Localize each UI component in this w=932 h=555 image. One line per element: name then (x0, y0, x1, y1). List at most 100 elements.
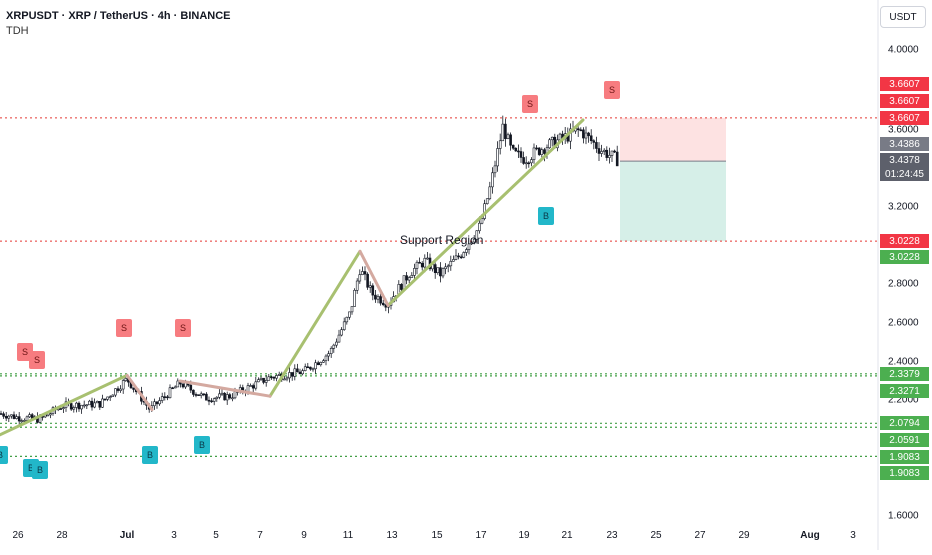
candle (329, 346, 333, 358)
candle-body (72, 407, 76, 410)
sell-signal-marker[interactable]: S (116, 319, 132, 337)
candle-countdown-timer: 01:24:45 (880, 167, 929, 181)
candle (449, 255, 453, 271)
currency-unit-button[interactable]: USDT (880, 6, 926, 28)
candle (283, 375, 286, 381)
sell-signal-marker[interactable]: S (604, 81, 620, 99)
candle-body (485, 198, 489, 205)
candle (504, 118, 507, 147)
sell-signal-marker[interactable]: S (175, 319, 191, 337)
candle-body (613, 150, 616, 153)
candle-body (28, 414, 31, 418)
candle (345, 316, 349, 325)
y-tick-label: 2.2000 (888, 394, 919, 406)
candle (462, 251, 466, 259)
candle (376, 294, 380, 304)
price-tag-green: 1.9083 (880, 466, 929, 480)
candle (17, 412, 21, 426)
buy-signal-marker[interactable]: B (0, 446, 8, 464)
candle (600, 144, 603, 157)
price-tag-green: 2.3379 (880, 367, 929, 381)
buy-signal-marker[interactable]: B (142, 446, 158, 464)
candle (337, 329, 341, 343)
candle-body (116, 388, 120, 391)
candle (459, 254, 463, 259)
buy-signal-marker[interactable]: B (32, 461, 48, 479)
candle (413, 263, 416, 280)
candle (80, 404, 83, 414)
candle (160, 392, 164, 404)
candle-body (111, 394, 115, 397)
candle-body (478, 222, 481, 232)
candle (210, 398, 213, 403)
candle-body (329, 348, 333, 354)
candle (348, 311, 351, 320)
candle-body (218, 393, 221, 398)
candle-body (413, 268, 416, 276)
take-profit-zone (620, 161, 726, 242)
candle-body (62, 407, 65, 409)
candle-body (168, 387, 172, 399)
candle-body (439, 267, 442, 277)
candle-body (90, 400, 94, 408)
downtrend-line-0 (125, 373, 154, 412)
candle (358, 269, 362, 284)
candle-body (228, 394, 232, 399)
buy-signal-marker[interactable]: B (194, 436, 210, 454)
candle (197, 394, 200, 396)
price-tag-red: 3.0228 (880, 234, 929, 249)
candle-body (288, 372, 291, 379)
sell-signal-marker[interactable]: S (522, 95, 538, 113)
buy-signal-marker[interactable]: B (538, 207, 554, 225)
y-tick-label: 2.8000 (888, 278, 919, 290)
x-tick-label: 29 (738, 530, 750, 541)
x-tick-label: 5 (213, 530, 219, 541)
candle (223, 392, 226, 401)
candle (605, 146, 609, 161)
candle (7, 414, 11, 423)
candle (535, 145, 538, 151)
x-tick-label: 3 (850, 530, 856, 541)
candle (46, 414, 50, 417)
candle (452, 255, 455, 262)
candle (327, 350, 330, 362)
candle (218, 389, 221, 400)
candle-body (20, 420, 24, 423)
candle-body (314, 362, 317, 370)
candle-body (543, 149, 546, 154)
candle (322, 358, 325, 363)
candle (613, 149, 616, 154)
candle (10, 414, 13, 419)
price-tag-green: 2.3271 (880, 384, 929, 398)
candle-body (576, 128, 580, 131)
candle-body (231, 397, 234, 400)
candle (506, 132, 510, 140)
candle (12, 411, 16, 420)
candle-body (285, 377, 289, 380)
sell-signal-marker[interactable]: S (29, 351, 45, 369)
x-tick-label: Jul (119, 530, 135, 541)
candle (82, 400, 86, 409)
candle (15, 414, 18, 420)
candle (335, 338, 338, 348)
candle-body (17, 416, 21, 422)
candle-body (410, 275, 414, 278)
candle (428, 253, 432, 271)
candle (173, 385, 177, 389)
candle (493, 160, 497, 178)
candle-body (595, 142, 598, 149)
candle-body (254, 381, 258, 389)
candle-body (465, 249, 468, 253)
candle-body (264, 379, 268, 383)
candle-body (155, 401, 159, 405)
candle (589, 129, 593, 145)
candle-body (498, 140, 502, 149)
candle-body (324, 355, 328, 362)
candle (116, 386, 120, 393)
candle (371, 283, 375, 301)
price-tag-gray: 3.4386 (880, 137, 929, 151)
candle (166, 394, 169, 401)
candle-body (522, 157, 525, 164)
